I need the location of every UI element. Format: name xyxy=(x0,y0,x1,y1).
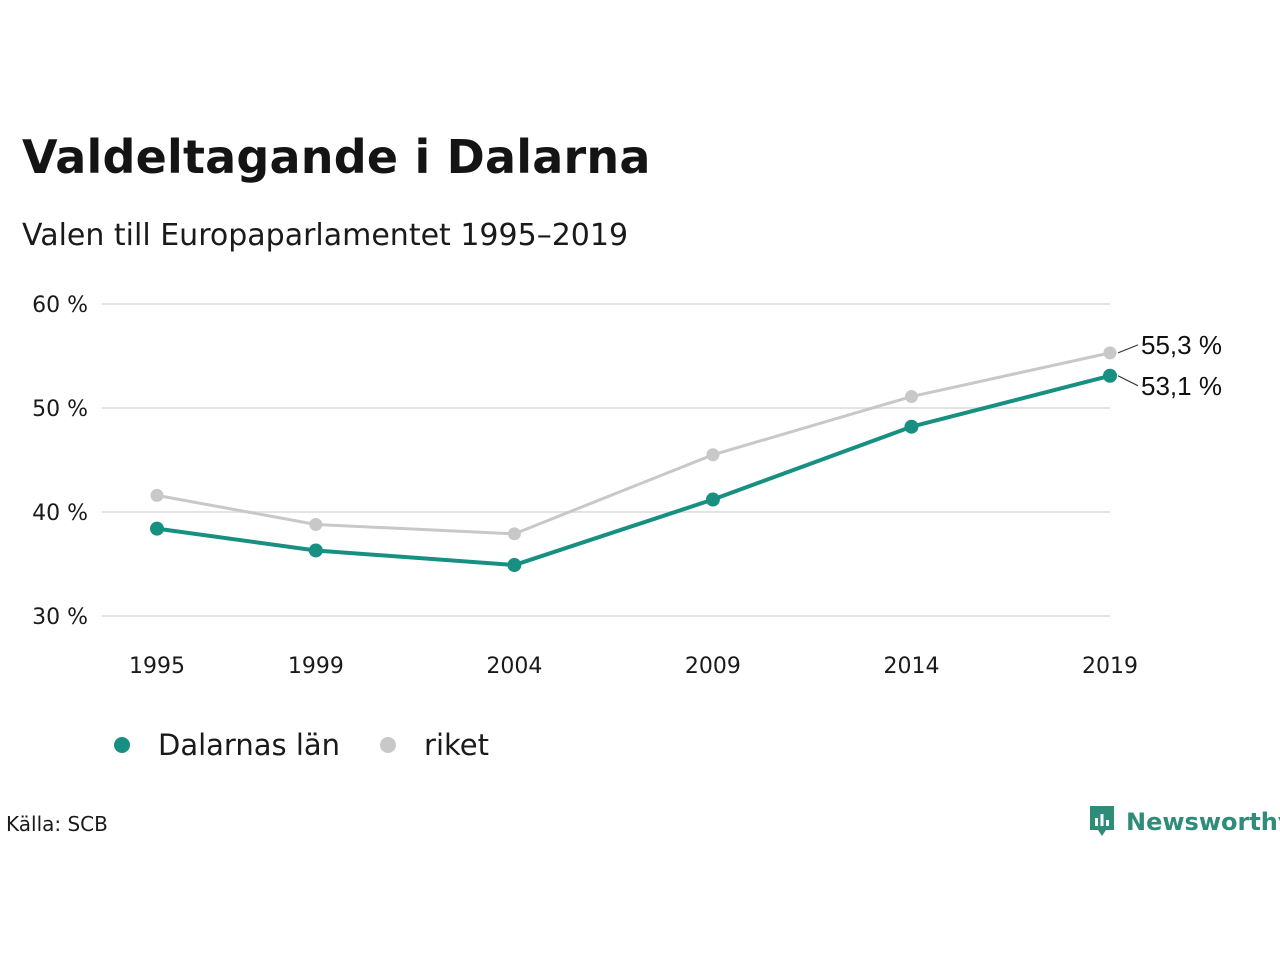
y-tick-label-30: 30 % xyxy=(32,605,88,630)
legend: Dalarnas län riket xyxy=(114,728,529,762)
data-point-riket-2009 xyxy=(706,448,720,462)
end-label-dalarnas-lan: 53,1 % xyxy=(1141,371,1222,401)
legend-item-riket: riket xyxy=(380,728,489,762)
chart-title: Valdeltagande i Dalarna xyxy=(22,130,651,184)
end-label-connector-dalarnas-lan xyxy=(1117,375,1139,387)
y-tick-label-40: 40 % xyxy=(32,501,88,526)
legend-item-dalarnas-lan: Dalarnas län xyxy=(114,728,340,762)
data-point-dalarnas-lan-2009 xyxy=(705,492,720,507)
data-point-dalarnas-lan-2014 xyxy=(904,419,919,434)
y-tick-label-50: 50 % xyxy=(32,397,88,422)
x-tick-label-1995: 1995 xyxy=(129,654,185,679)
legend-marker-riket xyxy=(380,737,397,753)
end-label-riket: 55,3 % xyxy=(1141,330,1222,360)
source-note: Källa: SCB xyxy=(6,812,108,836)
data-point-riket-2019 xyxy=(1103,346,1117,360)
chart-subtitle: Valen till Europaparlamentet 1995–2019 xyxy=(22,218,629,253)
data-point-dalarnas-lan-1999 xyxy=(308,543,323,558)
x-tick-label-2014: 2014 xyxy=(883,654,939,679)
series-line-riket xyxy=(156,351,1111,536)
newsworthy-logo-icon xyxy=(1090,806,1114,836)
x-tick-label-2009: 2009 xyxy=(685,654,741,679)
data-point-dalarnas-lan-2004 xyxy=(507,558,522,573)
data-point-dalarnas-lan-2019 xyxy=(1103,368,1117,383)
series-line-dalarnas-lan xyxy=(156,373,1111,568)
legend-label-dalarnas-lan: Dalarnas län xyxy=(158,728,341,762)
x-tick-label-1999: 1999 xyxy=(288,654,344,679)
x-tick-label-2004: 2004 xyxy=(486,654,542,679)
legend-label-riket: riket xyxy=(424,728,489,762)
data-point-riket-1995 xyxy=(150,488,164,502)
legend-marker-dalarnas-lan xyxy=(114,737,130,753)
data-point-riket-2014 xyxy=(904,390,918,404)
x-tick-label-2019: 2019 xyxy=(1082,654,1138,679)
data-point-dalarnas-lan-1995 xyxy=(150,521,164,536)
y-tick-label-60: 60 % xyxy=(32,293,88,318)
data-point-riket-2004 xyxy=(507,527,521,541)
end-label-connector-riket xyxy=(1117,344,1139,354)
data-point-riket-1999 xyxy=(309,517,323,531)
brand-name: Newsworthy xyxy=(1126,808,1280,836)
brand-logo: Newsworthy xyxy=(1088,804,1280,840)
